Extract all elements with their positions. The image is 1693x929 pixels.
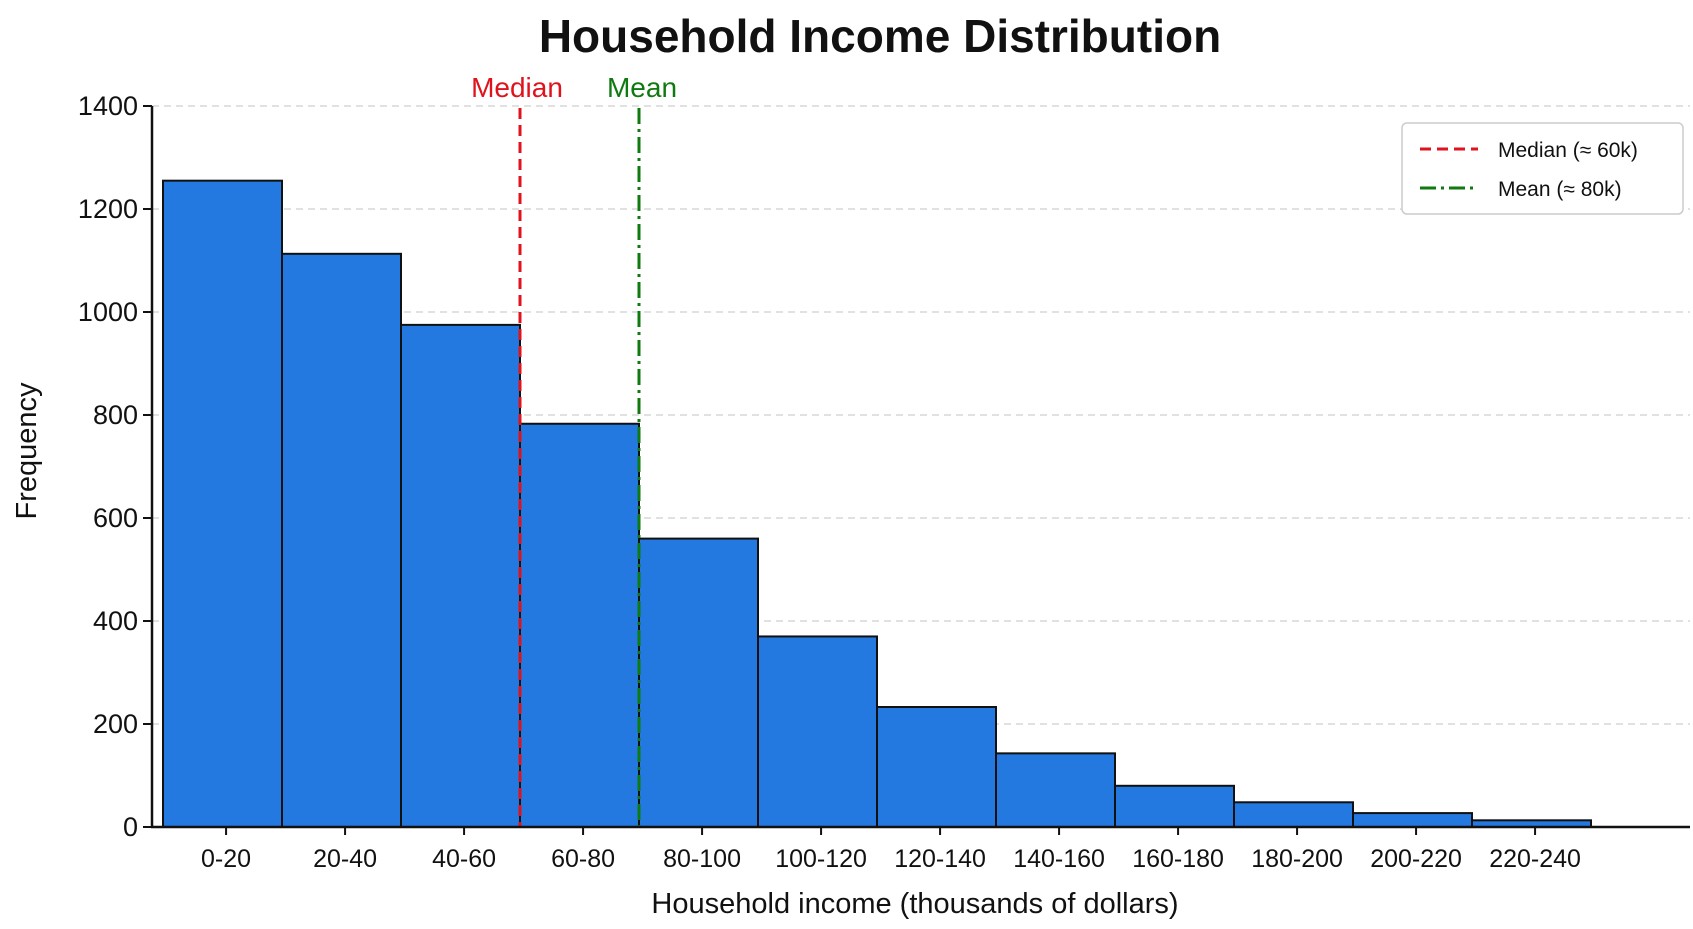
legend-box [1401,122,1684,215]
x-tick-label-220-240: 220-240 [1489,845,1581,873]
reference-lines: Median Mean [471,72,677,827]
bar-160-180 [1114,784,1235,828]
x-tick-label-40-60: 40-60 [432,845,496,873]
mean-annotation: Mean [607,72,677,103]
y-tick-label-1200: 1200 [78,194,138,224]
bar-0-20 [162,179,283,829]
y-tick-label-200: 200 [93,709,138,739]
legend: Median (≈ 60k) Mean (≈ 80k) [1401,122,1684,215]
bar-80-100 [638,537,759,828]
x-tick-labels: 0-20 20-40 40-60 60-80 80-100 100-120 120-140 1… [201,827,1581,873]
bars [162,179,1592,829]
x-tick-label-140-160: 140-160 [1013,845,1105,873]
x-tick-label-60-80: 60-80 [551,845,615,873]
x-tick-label-180-200: 180-200 [1251,845,1343,873]
y-axis-label: Frequency [11,382,43,520]
y-tick-labels: 0 200 400 600 800 1000 1200 1400 [78,91,152,842]
y-tick-label-0: 0 [123,812,138,842]
x-tick-label-0-20: 0-20 [201,845,251,873]
x-axis-label: Household income (thousands of dollars) [651,888,1178,920]
bar-60-80 [519,422,640,828]
axes [150,106,1690,829]
x-tick-label-200-220: 200-220 [1370,845,1462,873]
bar-40-60 [400,323,521,828]
y-tick-label-600: 600 [93,503,138,533]
bar-200-220 [1352,812,1473,828]
x-tick-label-100-120: 100-120 [775,845,867,873]
bar-20-40 [281,252,402,828]
y-tick-label-800: 800 [93,400,138,430]
x-tick-label-20-40: 20-40 [313,845,377,873]
legend-mean-label: Mean (≈ 80k) [1498,178,1622,201]
bar-120-140 [876,706,997,829]
chart-title: Household Income Distribution [539,10,1221,62]
bar-140-160 [995,752,1116,828]
y-tick-label-400: 400 [93,606,138,636]
median-annotation: Median [471,72,563,103]
y-tick-label-1000: 1000 [78,297,138,327]
x-tick-label-120-140: 120-140 [894,845,986,873]
bar-100-120 [757,635,878,829]
bar-180-200 [1233,801,1354,829]
x-tick-label-160-180: 160-180 [1132,845,1224,873]
x-tick-label-80-100: 80-100 [663,845,741,873]
legend-median-label: Median (≈ 60k) [1498,139,1638,162]
y-tick-label-1400: 1400 [78,91,138,121]
